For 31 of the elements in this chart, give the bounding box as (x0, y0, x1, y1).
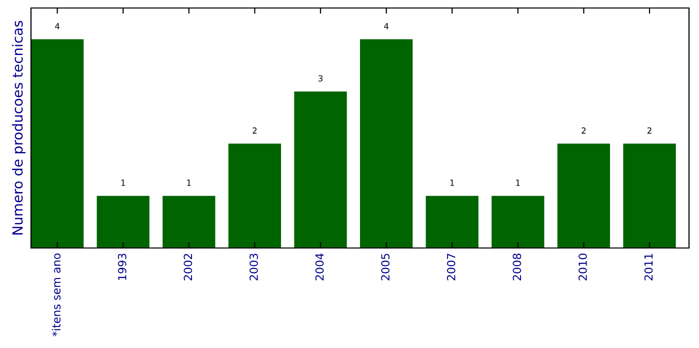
bar (162, 196, 216, 248)
x-tick-label: 2010 (578, 254, 587, 280)
data-label: 1 (516, 180, 520, 186)
bar (557, 144, 610, 248)
data-label: 4 (55, 23, 60, 30)
data-label: 3 (318, 75, 323, 82)
data-label: 4 (384, 23, 389, 30)
bar (31, 39, 84, 248)
x-tick-label: 2005 (381, 254, 390, 280)
x-tick-label: 2007 (446, 254, 456, 280)
x-tick-label: 2008 (512, 254, 522, 280)
bar (96, 196, 150, 248)
data-label: 2 (582, 127, 586, 134)
bar (294, 91, 347, 248)
x-tick-label: 2011 (644, 254, 653, 280)
data-label: 1 (187, 180, 191, 186)
bar (492, 196, 544, 248)
bar (623, 144, 676, 248)
data-label: 1 (121, 180, 125, 186)
data-label: 2 (252, 127, 257, 134)
data-label: 1 (450, 180, 454, 186)
x-tick-label: 2004 (315, 253, 324, 280)
bar (360, 39, 413, 248)
x-tick-label: 1993 (118, 254, 126, 280)
bar (426, 196, 478, 248)
y-axis-title: Numero de producoes tecnicas (12, 20, 26, 234)
bar (228, 144, 282, 248)
x-tick-label: 2003 (250, 254, 258, 280)
x-tick-label: 2002 (184, 254, 192, 280)
data-label: 2 (647, 127, 652, 134)
x-tick-label: *itens sem ano (52, 253, 61, 336)
